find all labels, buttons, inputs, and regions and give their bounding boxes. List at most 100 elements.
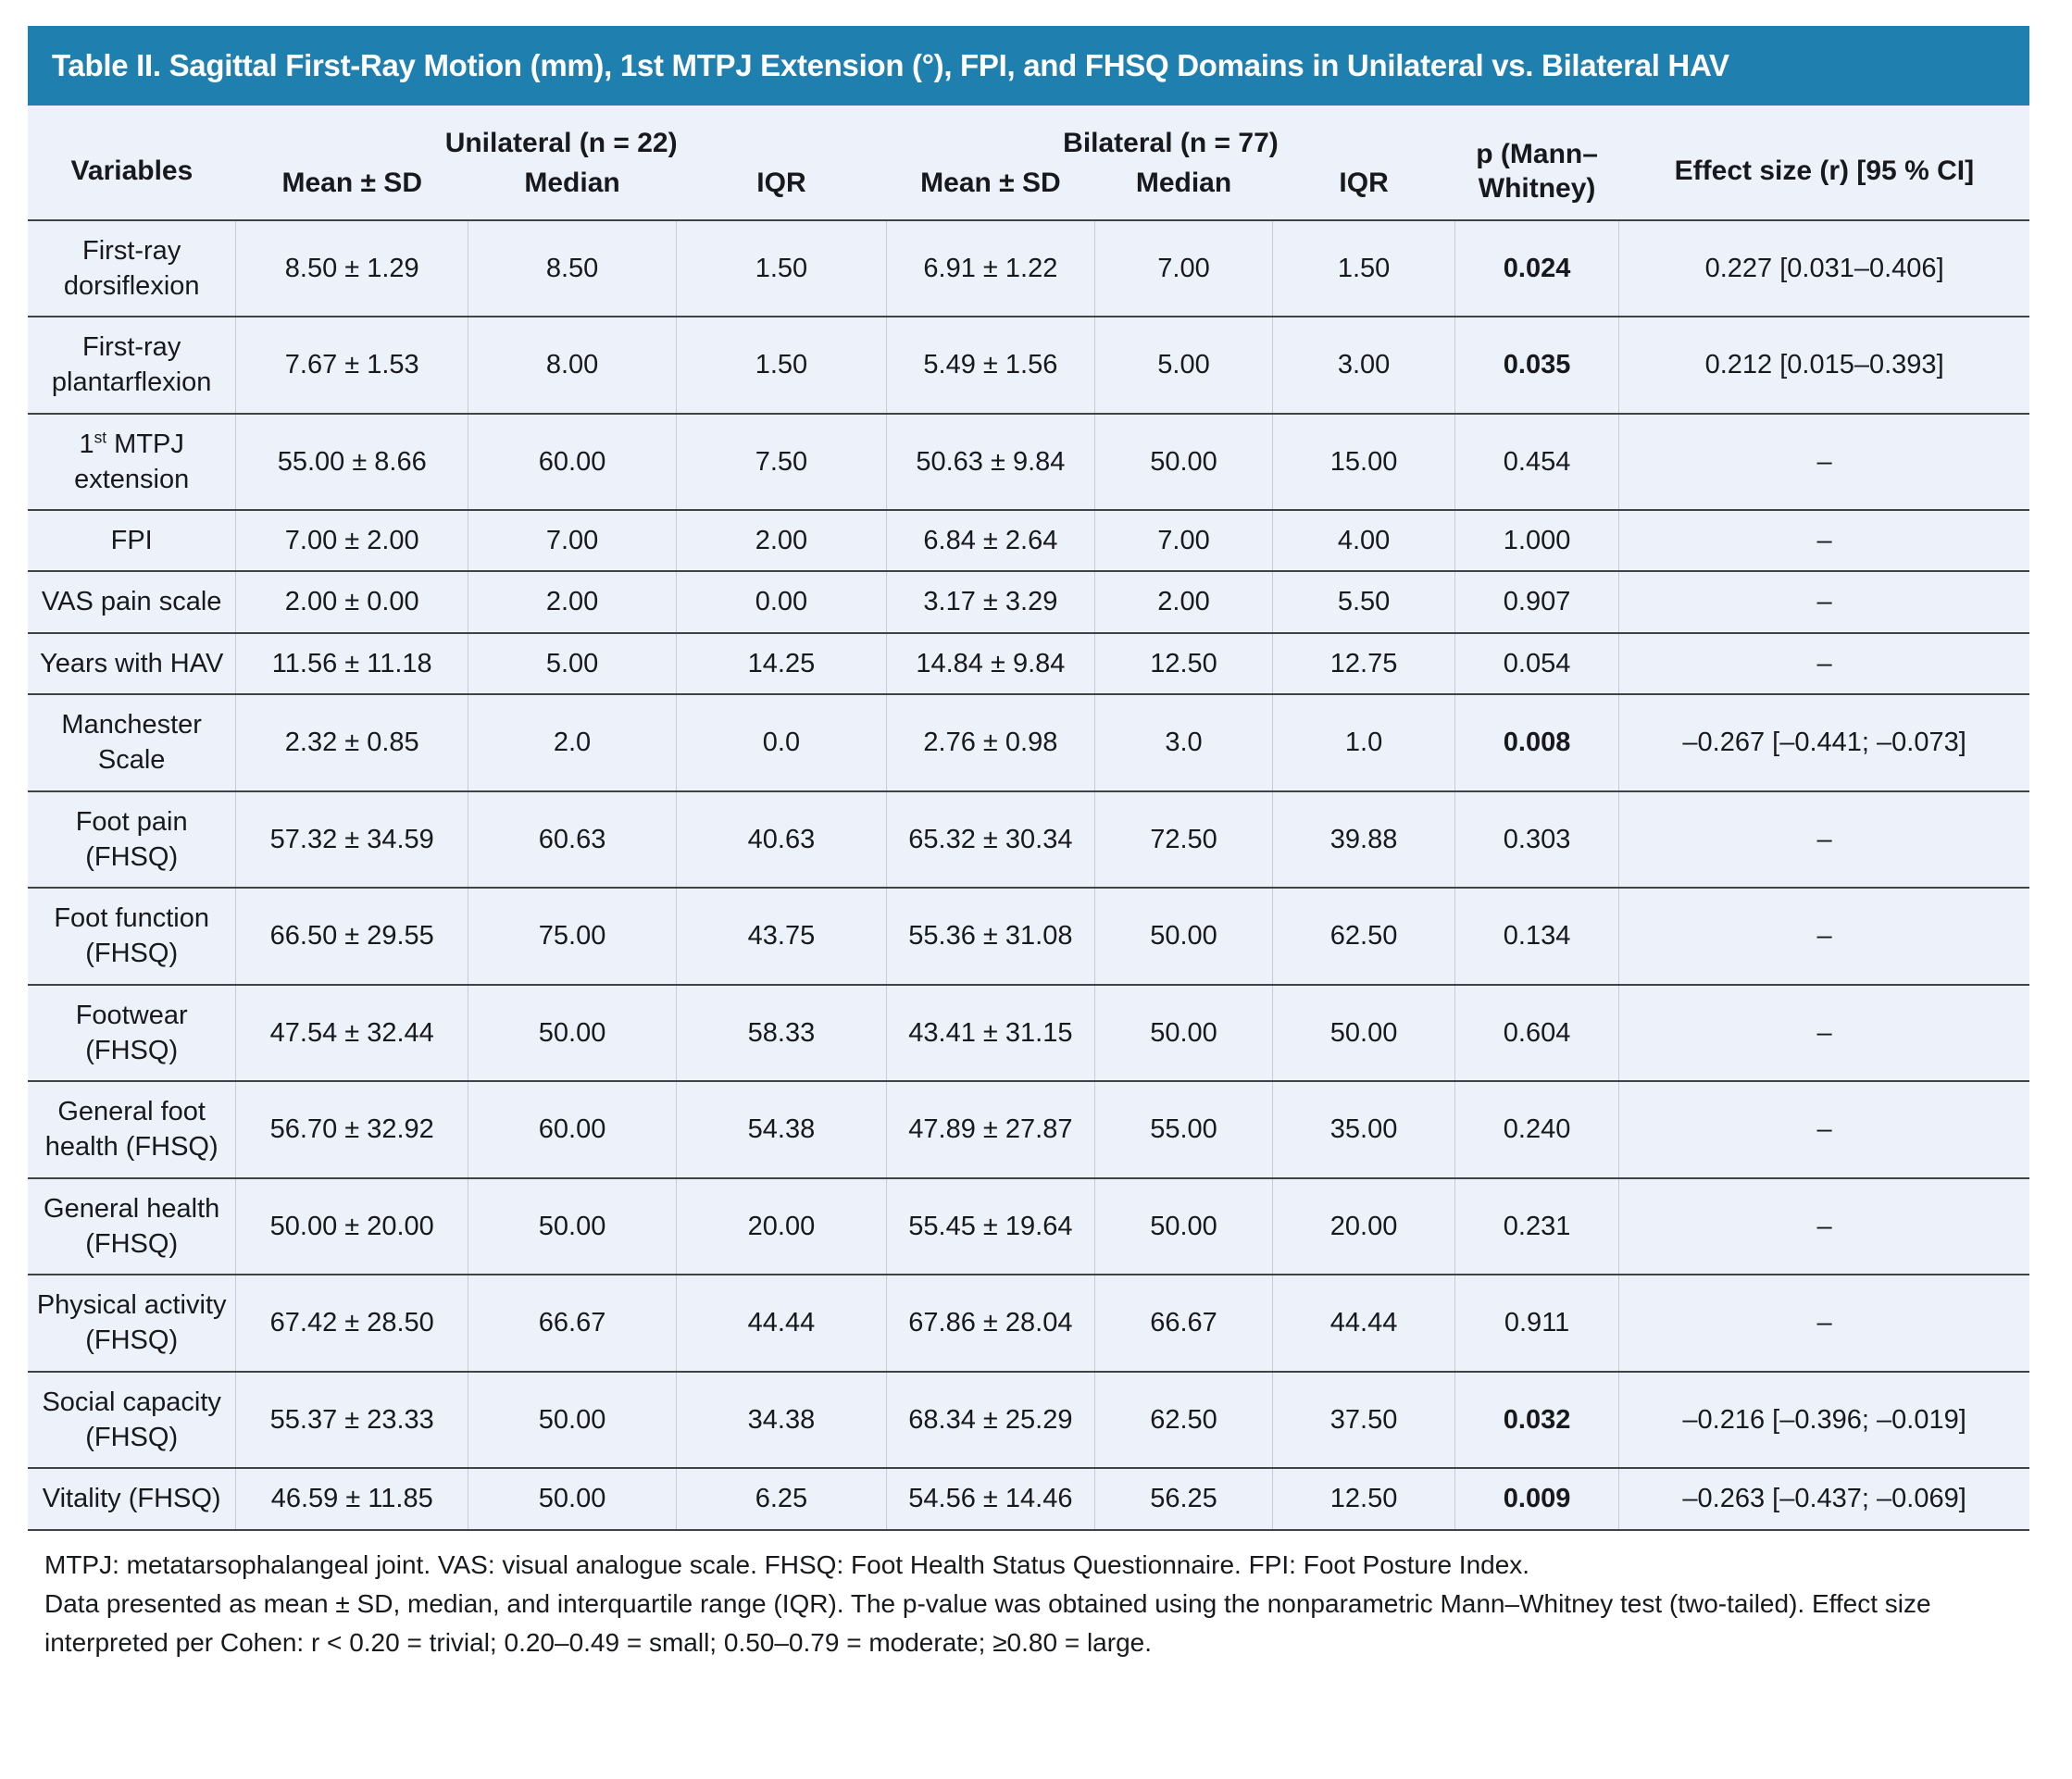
cell-effect-size: –0.216 [–0.396; –0.019] [1618,1370,2029,1469]
cell-p-value: 0.604 [1454,983,1619,1082]
cell-bilateral-iqr: 37.50 [1272,1370,1455,1469]
cell-p-value: 0.008 [1454,692,1619,791]
cell-unilateral-iqr: 14.25 [675,631,887,694]
cell-bilateral-iqr: 1.50 [1272,218,1455,317]
cell-bilateral-median: 56.25 [1093,1467,1273,1531]
cell-bilateral-median: 50.00 [1093,887,1273,985]
cell-unilateral-iqr: 7.50 [675,412,887,511]
cell-unilateral-mean-sd: 66.50 ± 29.55 [235,887,468,985]
table-row: Foot function (FHSQ) 66.50 ± 29.55 75.00 43… [28,887,2029,985]
table-row: 1st MTPJ extension 55.00 ± 8.66 60.00 7.50 5… [28,412,2029,511]
table-header: Variables Unilateral (n = 22) Bilateral … [28,106,2029,220]
cell-variable: First-ray dorsiflexion [28,218,236,317]
table-row: Vitality (FHSQ) 46.59 ± 11.85 50.00 6.25 54.… [28,1467,2029,1531]
cell-unilateral-mean-sd: 56.70 ± 32.92 [235,1080,468,1178]
cell-bilateral-mean-sd: 3.17 ± 3.29 [885,570,1095,633]
cell-bilateral-iqr: 5.50 [1272,570,1455,633]
cell-unilateral-iqr: 6.25 [675,1467,887,1531]
cell-bilateral-iqr: 12.50 [1272,1467,1455,1531]
cell-unilateral-iqr: 54.38 [675,1080,887,1178]
results-table: Variables Unilateral (n = 22) Bilateral … [28,105,2029,1531]
cell-bilateral-mean-sd: 43.41 ± 31.15 [885,983,1095,1082]
cell-unilateral-median: 2.00 [468,570,677,633]
page: Table II. Sagittal First-Ray Motion (mm)… [28,26,2029,1662]
cell-unilateral-mean-sd: 2.00 ± 0.00 [235,570,468,633]
table-row: Social capacity (FHSQ) 55.37 ± 23.33 50.00… [28,1370,2029,1469]
cell-unilateral-iqr: 20.00 [675,1176,887,1275]
cell-unilateral-median: 60.00 [468,1080,677,1178]
cell-unilateral-median: 50.00 [468,1467,677,1531]
cell-p-value: 0.303 [1454,790,1619,889]
cell-unilateral-iqr: 1.50 [675,316,887,414]
footnote-abbreviations: MTPJ: metatarsophalangeal joint. VAS: vi… [44,1549,1530,1579]
cell-unilateral-median: 8.50 [468,218,677,317]
cell-unilateral-median: 60.00 [468,412,677,511]
cell-unilateral-median: 50.00 [468,1176,677,1275]
cell-bilateral-median: 50.00 [1093,983,1273,1082]
cell-bilateral-median: 3.0 [1093,692,1273,791]
cell-bilateral-median: 62.50 [1093,1370,1273,1469]
cell-unilateral-median: 60.63 [468,790,677,889]
cell-bilateral-iqr: 20.00 [1272,1176,1455,1275]
cell-variable: Footwear (FHSQ) [28,983,236,1082]
cell-unilateral-iqr: 34.38 [675,1370,887,1469]
cell-bilateral-median: 2.00 [1093,570,1273,633]
cell-unilateral-median: 75.00 [468,887,677,985]
cell-bilateral-mean-sd: 55.45 ± 19.64 [885,1176,1095,1275]
cell-bilateral-mean-sd: 65.32 ± 30.34 [885,790,1095,889]
cell-effect-size: – [1618,570,2029,633]
cell-bilateral-iqr: 62.50 [1272,887,1455,985]
cell-effect-size: –0.267 [–0.441; –0.073] [1618,692,2029,791]
column-header-variables: Variables [70,156,193,187]
cell-p-value: 0.454 [1454,412,1619,511]
cell-variable: General health (FHSQ) [28,1176,236,1275]
cell-effect-size: 0.227 [0.031–0.406] [1618,218,2029,317]
cell-p-value: 0.024 [1454,218,1619,317]
cell-variable: Physical activity (FHSQ) [28,1274,236,1372]
cell-bilateral-median: 50.00 [1093,412,1273,511]
table-row: General foot health (FHSQ) 56.70 ± 32.92 6… [28,1080,2029,1178]
cell-bilateral-iqr: 12.75 [1272,631,1455,694]
column-group-bilateral: Bilateral (n = 77) [1063,127,1279,158]
cell-effect-size: – [1618,509,2029,572]
cell-p-value: 0.240 [1454,1080,1619,1178]
table-row: Manchester Scale 2.32 ± 0.85 2.0 0.0 2.76 ± … [28,692,2029,791]
cell-bilateral-mean-sd: 14.84 ± 9.84 [885,631,1095,694]
cell-bilateral-median: 72.50 [1093,790,1273,889]
cell-bilateral-iqr: 39.88 [1272,790,1455,889]
table-row: First-ray dorsiflexion 8.50 ± 1.29 8.50 1.5… [28,218,2029,317]
cell-bilateral-mean-sd: 2.76 ± 0.98 [885,692,1095,791]
cell-bilateral-mean-sd: 54.56 ± 14.46 [885,1467,1095,1531]
cell-bilateral-median: 5.00 [1093,316,1273,414]
ordinal-superscript: st [94,428,107,446]
cell-unilateral-median: 7.00 [468,509,677,572]
table-title-bar: Table II. Sagittal First-Ray Motion (mm)… [28,26,2029,106]
cell-p-value: 0.054 [1454,631,1619,694]
cell-unilateral-iqr: 40.63 [675,790,887,889]
footnote-methods: Data presented as mean ± SD, median, and… [44,1588,1931,1657]
cell-unilateral-mean-sd: 2.32 ± 0.85 [235,692,468,791]
cell-bilateral-iqr: 35.00 [1272,1080,1455,1178]
cell-p-value: 0.134 [1454,887,1619,985]
column-header-p-value: p (Mann–Whitney) [1476,138,1598,205]
cell-bilateral-median: 55.00 [1093,1080,1273,1178]
cell-unilateral-iqr: 0.00 [675,570,887,633]
cell-effect-size: 0.212 [0.015–0.393] [1618,316,2029,414]
table-row: First-ray plantarflexion 7.67 ± 1.53 8.00 1… [28,316,2029,414]
cell-unilateral-mean-sd: 11.56 ± 11.18 [235,631,468,694]
table-footnotes: MTPJ: metatarsophalangeal joint. VAS: vi… [44,1546,2028,1662]
cell-bilateral-iqr: 3.00 [1272,316,1455,414]
cell-unilateral-mean-sd: 47.54 ± 32.44 [235,983,468,1082]
cell-effect-size: – [1618,1274,2029,1372]
cell-bilateral-median: 7.00 [1093,218,1273,317]
cell-unilateral-mean-sd: 57.32 ± 34.59 [235,790,468,889]
subheader-bilateral-median: Median [1135,168,1232,199]
cell-effect-size: –0.263 [–0.437; –0.069] [1618,1467,2029,1531]
cell-effect-size: – [1618,412,2029,511]
cell-unilateral-median: 50.00 [468,983,677,1082]
cell-unilateral-median: 8.00 [468,316,677,414]
cell-bilateral-mean-sd: 47.89 ± 27.87 [885,1080,1095,1178]
table-body: First-ray dorsiflexion 8.50 ± 1.29 8.50 1.5… [28,218,2029,1531]
cell-bilateral-median: 66.67 [1093,1274,1273,1372]
cell-bilateral-mean-sd: 68.34 ± 25.29 [885,1370,1095,1469]
